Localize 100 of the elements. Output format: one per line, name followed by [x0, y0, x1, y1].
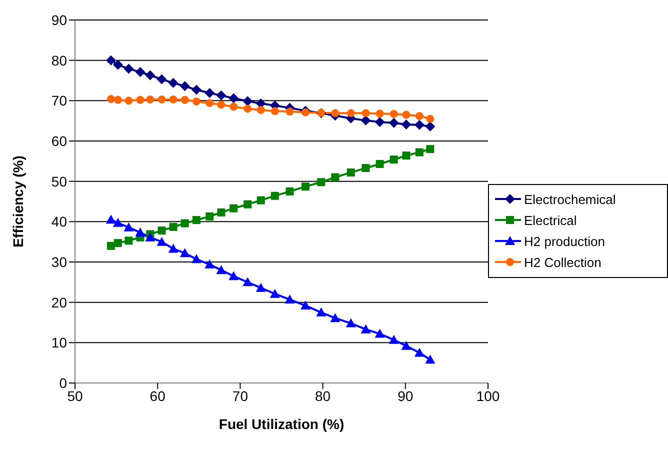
point: [204, 88, 215, 98]
point: [286, 187, 294, 196]
point: [114, 96, 122, 104]
point: [362, 164, 370, 172]
point: [374, 117, 385, 128]
point: [216, 90, 226, 100]
point: [114, 239, 122, 248]
point: [256, 282, 266, 292]
point: [180, 96, 189, 104]
point: [169, 222, 178, 231]
point: [286, 108, 294, 116]
point: [146, 95, 154, 104]
y-tick-label: 60: [51, 132, 68, 149]
point: [124, 64, 134, 74]
point: [331, 173, 340, 182]
y-tick-label: 80: [51, 52, 68, 68]
point: [331, 109, 340, 118]
point: [191, 84, 202, 95]
point: [156, 236, 167, 246]
x-tick-label: 100: [476, 388, 500, 404]
point: [360, 324, 371, 334]
point: [106, 214, 116, 224]
point: [124, 96, 133, 105]
point: [242, 96, 253, 106]
point: [426, 114, 434, 123]
y-tick-label: 50: [51, 173, 68, 190]
point: [192, 216, 200, 224]
point: [106, 55, 116, 66]
point: [301, 108, 310, 116]
point: [256, 196, 265, 204]
point: [180, 248, 190, 258]
point: [244, 200, 252, 208]
point: [346, 318, 356, 328]
point: [180, 219, 189, 228]
point: [270, 288, 280, 298]
point: [217, 100, 226, 109]
point: [388, 334, 399, 344]
point: [402, 152, 410, 160]
point: [362, 109, 370, 118]
y-tick-label: 70: [51, 92, 68, 109]
point: [414, 348, 424, 357]
y-tick-label: 40: [51, 214, 68, 230]
point: [180, 81, 190, 92]
point: [145, 70, 156, 80]
point: [402, 110, 410, 119]
point: [124, 236, 133, 245]
point: [168, 244, 178, 253]
point: [376, 110, 384, 118]
y-tick-label: 30: [51, 254, 68, 270]
point: [376, 160, 384, 168]
point: [230, 204, 238, 212]
y-axis-title: Efficiency (%): [10, 156, 26, 248]
y-tick-label: 0: [59, 374, 68, 391]
x-tick-label: 80: [315, 388, 331, 404]
point: [415, 148, 424, 156]
point: [217, 208, 226, 216]
point: [346, 109, 355, 118]
legend-label: H2 Collection: [524, 254, 602, 272]
point: [228, 271, 239, 280]
point: [158, 95, 166, 104]
point: [301, 182, 310, 191]
x-tick-label: 50: [67, 388, 83, 404]
point: [401, 119, 412, 130]
point: [106, 242, 115, 250]
point: [244, 104, 252, 113]
point: [158, 226, 166, 235]
point: [426, 145, 434, 154]
point: [112, 60, 123, 70]
legend-label: Electrical: [524, 212, 577, 230]
y-tick-label: 10: [51, 334, 68, 351]
legend-label: Electrochemical: [524, 190, 616, 208]
point: [390, 156, 398, 164]
point: [112, 218, 123, 227]
point: [390, 110, 398, 118]
point: [206, 212, 214, 220]
point: [330, 313, 340, 322]
x-axis-title: Fuel Utilization (%): [218, 416, 344, 432]
point: [270, 192, 279, 200]
point: [425, 121, 436, 132]
point: [284, 294, 295, 304]
legend-label: H2 production: [524, 232, 605, 251]
point: [135, 67, 146, 78]
x-tick-label: 70: [232, 388, 248, 404]
point: [401, 340, 412, 350]
x-tick-label: 90: [398, 388, 414, 404]
point: [216, 265, 226, 274]
y-tick-label: 90: [51, 12, 68, 28]
y-tick-label: 20: [51, 294, 68, 310]
x-tick-label: 60: [150, 388, 166, 404]
point: [204, 259, 215, 268]
point: [206, 99, 214, 108]
point: [145, 232, 156, 242]
point: [388, 118, 399, 128]
point: [168, 78, 178, 88]
point: [360, 115, 371, 126]
point: [374, 328, 385, 338]
point: [192, 97, 200, 106]
point: [415, 112, 424, 120]
point: [230, 102, 238, 111]
point: [316, 307, 326, 316]
